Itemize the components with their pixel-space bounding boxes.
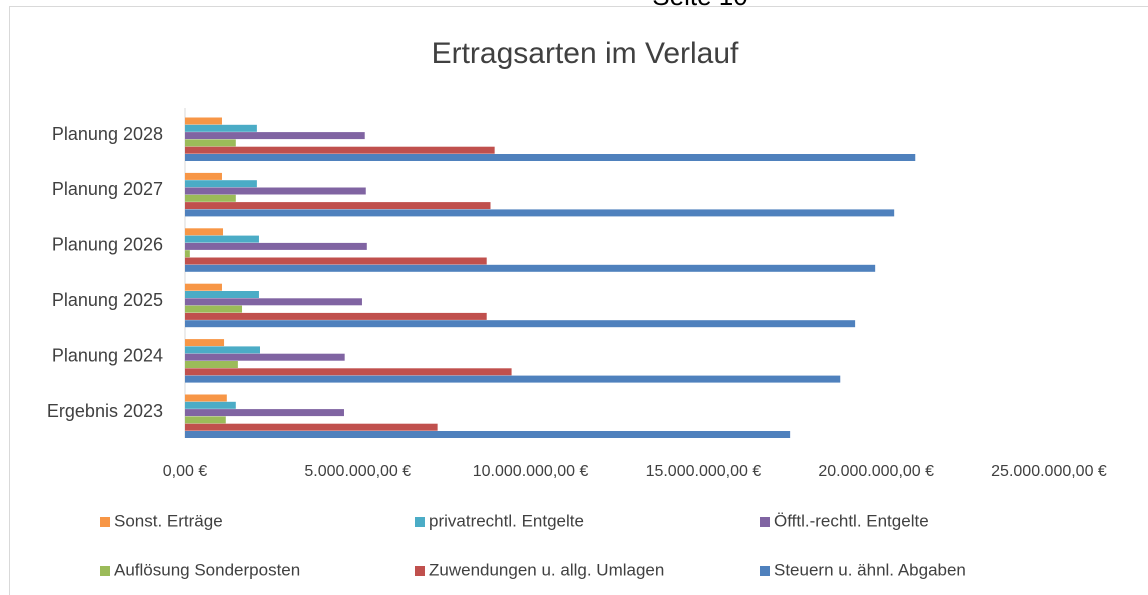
bar: [185, 305, 243, 313]
legend-swatch: [415, 566, 425, 576]
bar: [185, 264, 876, 272]
page-header: Seite 10: [652, 0, 747, 11]
x-tick-label: 0,00 €: [163, 463, 208, 480]
bar: [185, 235, 259, 243]
bar: [185, 180, 257, 188]
bar: [185, 154, 916, 161]
bar: [185, 124, 257, 132]
y-tick-label: Planung 2027: [52, 179, 163, 199]
y-tick-label: Planung 2026: [52, 235, 163, 255]
legend-swatch: [415, 517, 425, 527]
bar: [185, 361, 238, 368]
bar: [185, 209, 895, 217]
bar: [185, 339, 225, 347]
bar: [185, 132, 365, 140]
bar: [185, 401, 236, 409]
bar: [185, 423, 438, 431]
bar: [185, 194, 236, 202]
x-tick-label: 15.000.000,00 €: [646, 463, 762, 480]
bar: [185, 346, 260, 354]
legend-label: privatrechtl. Entgelte: [429, 511, 584, 530]
x-tick-label: 5.000.000,00 €: [304, 463, 411, 480]
bar: [185, 257, 487, 265]
y-tick-label: Planung 2024: [52, 345, 163, 365]
legend-swatch: [100, 517, 110, 527]
bar: [185, 228, 224, 236]
legend-label: Zuwendungen u. allg. Umlagen: [429, 560, 664, 579]
bar: [185, 416, 226, 424]
bar: [185, 291, 259, 298]
legend-label: Öfftl.-rechtl. Entgelte: [774, 511, 929, 530]
y-tick-label: Planung 2025: [52, 290, 163, 310]
bar: [185, 394, 227, 402]
bar: [185, 187, 366, 195]
legend-label: Auflösung Sonderposten: [114, 560, 300, 579]
legend-label: Sonst. Erträge: [114, 511, 223, 530]
bar: [185, 250, 190, 258]
bar: [185, 146, 495, 154]
legend-swatch: [100, 566, 110, 576]
bar: [185, 139, 236, 147]
bar: [185, 283, 222, 291]
y-tick-label: Ergebnis 2023: [47, 401, 163, 421]
bar: [185, 202, 491, 210]
legend-swatch: [760, 566, 770, 576]
legend-swatch: [760, 517, 770, 527]
bar: [185, 375, 841, 383]
x-tick-label: 25.000.000,00 €: [991, 463, 1107, 480]
legend-label: Steuern u. ähnl. Abgaben: [774, 560, 966, 579]
x-tick-label: 20.000.000,00 €: [818, 463, 934, 480]
chart-title: Ertragsarten im Verlauf: [432, 37, 739, 70]
bar: [185, 242, 367, 250]
bar: [185, 320, 856, 328]
bar: [185, 117, 222, 125]
y-tick-label: Planung 2028: [52, 124, 163, 144]
bar: [185, 298, 362, 306]
bar: [185, 172, 222, 180]
bar: [185, 431, 791, 438]
bar: [185, 312, 487, 320]
x-tick-label: 10.000.000,00 €: [473, 463, 589, 480]
bar: [185, 353, 345, 361]
bar: [185, 409, 344, 417]
bar: [185, 368, 512, 376]
